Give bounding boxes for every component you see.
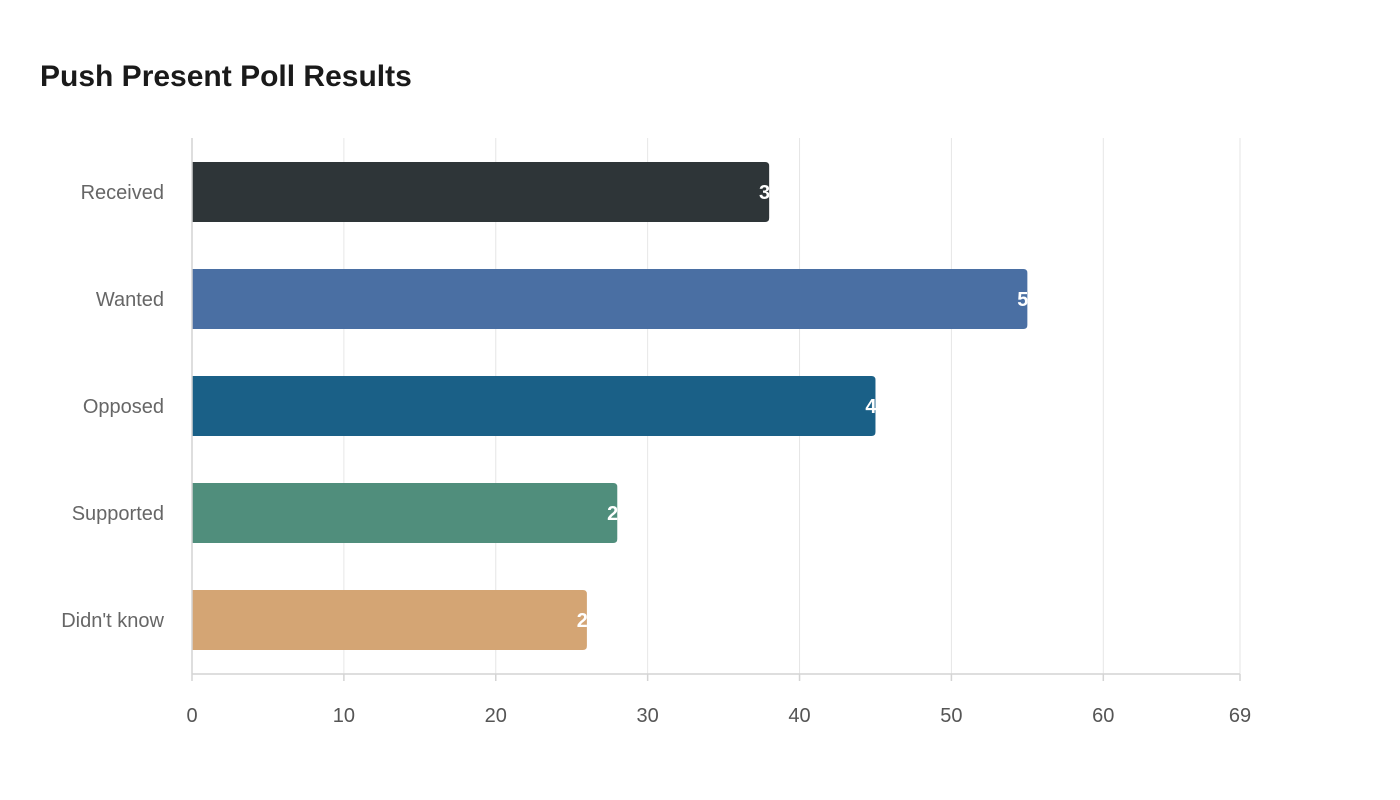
bar-received [192, 162, 770, 222]
category-label: Opposed [83, 396, 164, 418]
category-label: Received [81, 182, 164, 204]
bars [192, 162, 1028, 650]
bar-wanted [192, 269, 1028, 329]
x-tick-label: 20 [485, 705, 507, 727]
bar-value-label: 55 [1017, 289, 1039, 311]
bar-value-label: 45 [865, 396, 887, 418]
category-label: Wanted [96, 289, 164, 311]
x-tick-label: 10 [333, 705, 355, 727]
bar-value-label: 26 [577, 610, 599, 632]
bar-opposed [192, 376, 876, 436]
axes [191, 138, 1241, 681]
category-label: Supported [72, 503, 164, 525]
category-label: Didn't know [61, 610, 164, 632]
bar-value-label: 38 [759, 182, 781, 204]
x-tick-label: 50 [940, 705, 962, 727]
x-tick-label: 0 [186, 705, 197, 727]
x-tick-label: 60 [1092, 705, 1114, 727]
bar-value-label: 28 [607, 503, 629, 525]
labels: 0 10 20 30 40 50 60 69 38 Received 55 Wanted 45 Oppos… [61, 182, 1251, 727]
bar-supported [192, 483, 618, 543]
chart-title: Push Present Poll Results [40, 60, 412, 93]
x-tick-label: 69 [1229, 705, 1251, 727]
bar-didn-t-know [192, 590, 587, 650]
x-tick-label: 30 [637, 705, 659, 727]
x-tick-label: 40 [788, 705, 810, 727]
